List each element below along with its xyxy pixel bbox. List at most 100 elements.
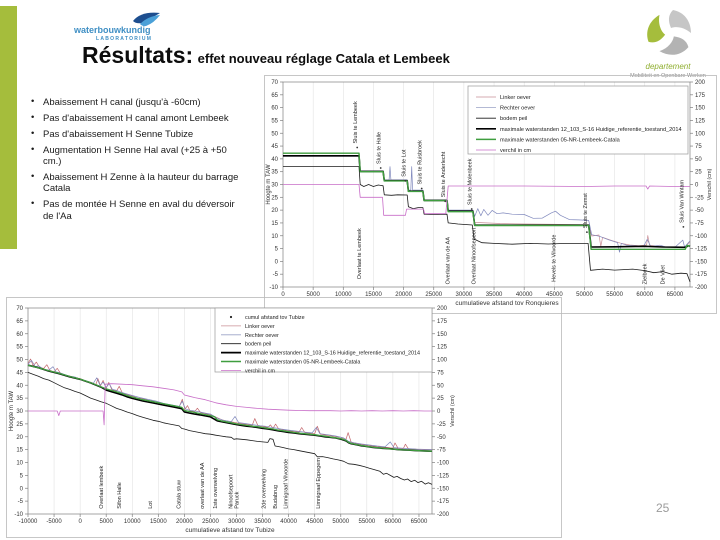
annotation-label: Limnigraaf Vilvoorde	[284, 459, 290, 509]
bullet-item: Pas d'abaissement H canal amont Lembeek	[30, 112, 244, 124]
series-linker-oever	[27, 358, 432, 450]
x-tick-label: 40000	[280, 519, 297, 525]
waterbouwkundig-logo-icon	[133, 12, 160, 27]
x-tick-label: 5000	[306, 292, 320, 298]
bullet-item: Augmentation H Senne Hal aval (+25 à +50…	[30, 144, 244, 168]
series-verchil-in-cm	[28, 383, 432, 426]
x-tick-label: 20000	[176, 519, 193, 525]
y-tick-label-right: 25	[437, 396, 444, 402]
x-tick-label: 60000	[385, 519, 402, 525]
y-tick-label-left: -10	[269, 285, 278, 291]
x-axis-label: cumulatieve afstand tov Ronquieres	[455, 300, 559, 307]
y-tick-label-right: -25	[437, 422, 446, 428]
annotation-label: Sluis te Lot	[401, 149, 407, 177]
y-tick-label-right: -200	[437, 512, 450, 518]
x-tick-label: 30000	[456, 292, 473, 298]
x-tick-label: 25000	[202, 519, 219, 525]
y-axis-label-right: Verschil (cm)	[707, 168, 713, 200]
annotation-label: Catala stuw	[177, 480, 183, 509]
y-tick-label-left: 45	[16, 370, 23, 376]
x-tick-label: 50000	[332, 519, 349, 525]
y-tick-label-left: 30	[271, 183, 278, 189]
y-tick-label-left: 5	[275, 247, 279, 253]
x-tick-label: 40000	[516, 292, 533, 298]
y-tick-label-right: -200	[695, 285, 708, 291]
x-tick-label: 45000	[546, 292, 563, 298]
series-maximale-waterstanden-12-103	[27, 364, 433, 452]
y-tick-label-left: 50	[16, 358, 23, 364]
series-verchil-in-cm	[283, 184, 690, 216]
y-tick-label-right: 150	[437, 332, 448, 338]
x-tick-label: 5000	[100, 519, 114, 525]
y-tick-label-left: 30	[16, 409, 23, 415]
x-tick-label: 55000	[606, 292, 623, 298]
bullet-item: Abaissement H Zenne à la hauteur du barr…	[30, 171, 244, 195]
legend-box	[467, 85, 689, 155]
series-linker-oever	[283, 155, 691, 248]
annotation-label: overlaat van de AA	[200, 462, 206, 509]
x-tick-label: 55000	[358, 519, 375, 525]
legend-label: Rechter oever	[245, 333, 279, 339]
accent-bar	[0, 6, 17, 249]
y-tick-label-right: 75	[437, 370, 444, 376]
legend-label: bodem peil	[245, 342, 271, 348]
y-tick-label-right: 200	[437, 306, 448, 312]
y-tick-label-right: 25	[695, 170, 702, 176]
legend-label: cumul afstand tov Tubize	[245, 315, 305, 321]
y-tick-label-left: 60	[271, 106, 278, 112]
y-tick-label-left: 0	[275, 259, 279, 265]
y-tick-label-left: -5	[18, 499, 24, 505]
x-tick-label: 15000	[365, 292, 382, 298]
legend-label: maximale waterstanden 05-NR-Lembeek-Cata…	[500, 137, 621, 143]
series-maximale-waterstanden-05-nr-	[283, 152, 691, 251]
y-tick-label-right: 125	[695, 118, 706, 124]
annotation-marker	[682, 226, 685, 228]
annotation-label: Overlaat van de AA	[445, 237, 451, 285]
departement-pinwheel-icon	[647, 10, 691, 55]
x-tick-label: 0	[78, 519, 82, 525]
y-tick-label-left: 40	[271, 157, 278, 163]
annotation-label: Overlaat lembeek	[99, 465, 105, 508]
series-rechter-oever	[283, 155, 691, 253]
y-tick-label-left: 35	[271, 170, 278, 176]
laboratorium-logo-text: LABORATORIUM	[96, 36, 153, 42]
y-tick-label-right: 100	[695, 131, 706, 137]
y-tick-label-left: 70	[271, 80, 278, 86]
annotation-label: Sifon Halle	[117, 482, 123, 509]
chart-canal: Sluis te Lembeek Sluis te Halle Sluis te L…	[264, 75, 717, 314]
y-tick-label-left: 55	[16, 345, 23, 351]
series-bodem-peil	[283, 166, 691, 283]
departement-logo-subtext: Mobiliteit en Openbare Werken	[630, 73, 706, 79]
x-tick-label: 10000	[335, 292, 352, 298]
y-tick-label-right: -75	[437, 448, 446, 454]
y-tick-label-right: 75	[695, 144, 702, 150]
x-tick-label: 25000	[425, 292, 442, 298]
waterbouwkundig-logo-text: waterbouwkundig	[74, 25, 151, 35]
y-tick-label-right: -125	[695, 247, 708, 253]
y-axis-label-left: Hoogte m TAW	[266, 164, 272, 205]
y-tick-label-left: 65	[16, 319, 23, 325]
y-tick-label-right: 175	[437, 319, 448, 325]
y-tick-label-left: 35	[16, 396, 23, 402]
x-tick-label: 0	[281, 292, 285, 298]
y-tick-label-left: -5	[273, 272, 279, 278]
y-tick-label-left: 10	[16, 461, 23, 467]
legend-label: Linker oever	[500, 95, 531, 101]
annotation-marker	[404, 179, 407, 182]
y-tick-label-right: -50	[437, 435, 446, 441]
y-tick-label-right: 100	[437, 358, 448, 364]
y-tick-label-left: 60	[16, 332, 23, 338]
annotation-marker	[379, 167, 382, 169]
legend-box	[214, 307, 433, 373]
annotation-label: Zielbeek	[643, 263, 649, 284]
y-tick-label-left: 65	[271, 93, 278, 99]
bullet-item: Pas de montée H Senne en aval du déverso…	[30, 198, 244, 222]
annotation-label: Sluis te Lembeek	[353, 101, 359, 143]
y-tick-label-left: 20	[16, 435, 23, 441]
x-tick-label: 35000	[486, 292, 503, 298]
y-tick-label-right: -175	[695, 272, 708, 278]
y-tick-label-right: 0	[695, 183, 699, 189]
series-bodem-peil	[27, 372, 433, 485]
y-tick-label-right: 0	[437, 409, 441, 415]
